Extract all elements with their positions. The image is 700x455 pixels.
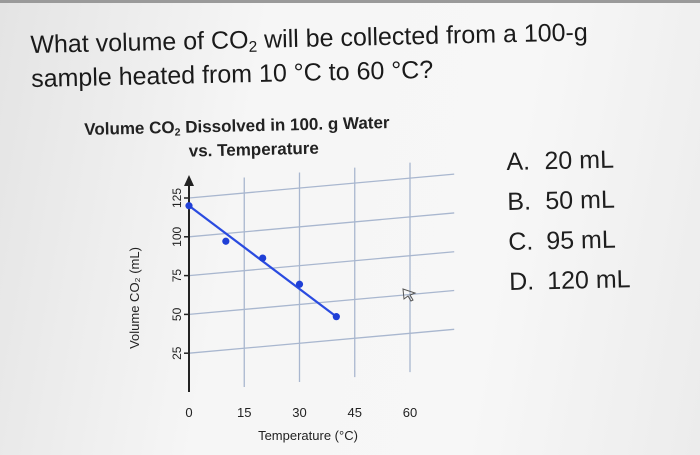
data-point-4 [295,280,304,288]
x-tick-label-45: 45 [348,405,362,420]
choice-c[interactable]: C. 95 mL [508,219,630,262]
mouse-cursor-icon [402,288,417,302]
grid-line-y-125 [188,173,455,199]
y-tick-label-125: 125 [170,188,184,208]
choice-b-letter: B. [507,187,532,216]
choice-a-text: 20 mL [544,145,615,176]
y-tick-label-100: 100 [170,226,184,246]
choice-c-letter: C. [507,227,534,256]
data-point-3 [259,254,267,262]
choice-d[interactable]: D. 120 mL [509,259,631,302]
choice-b[interactable]: B. 50 mL [507,179,629,222]
data-point-5 [332,313,340,321]
grid-line-y-100 [188,212,455,238]
choice-c-text: 95 mL [545,225,617,256]
y-tick-label-75: 75 [170,269,184,283]
x-tick-label-30: 30 [292,405,306,420]
chart-axes [184,175,194,392]
x-tick-label-15: 15 [237,405,251,420]
choice-d-text: 120 mL [546,265,631,296]
x-axis-label: Temperature (°C) [258,428,358,443]
y-axis-arrowhead [184,175,194,186]
chart-points [185,202,340,321]
choice-b-text: 50 mL [545,185,616,216]
choice-d-letter: D. [508,267,535,296]
choice-a-letter: A. [506,147,531,176]
x-tick-label-60: 60 [403,405,417,420]
data-point-1 [185,202,193,210]
grid-line-y-25 [188,328,455,354]
x-tick-label-0: 0 [185,405,192,420]
chart-ticks: 25 50 75 100 125 0 15 30 45 60 [170,188,417,420]
y-axis-label: Volume CO₂ (mL) [127,247,142,349]
choice-a[interactable]: A. 20 mL [506,139,628,182]
chart-grid [188,162,455,388]
answer-choices: A. 20 mL B. 50 mL C. 95 mL D. 120 mL [506,139,631,302]
data-point-2 [222,237,230,245]
top-divider [0,0,700,3]
y-tick-label-50: 50 [170,307,184,321]
grid-line-y-75 [188,251,455,277]
y-tick-label-25: 25 [170,346,184,360]
